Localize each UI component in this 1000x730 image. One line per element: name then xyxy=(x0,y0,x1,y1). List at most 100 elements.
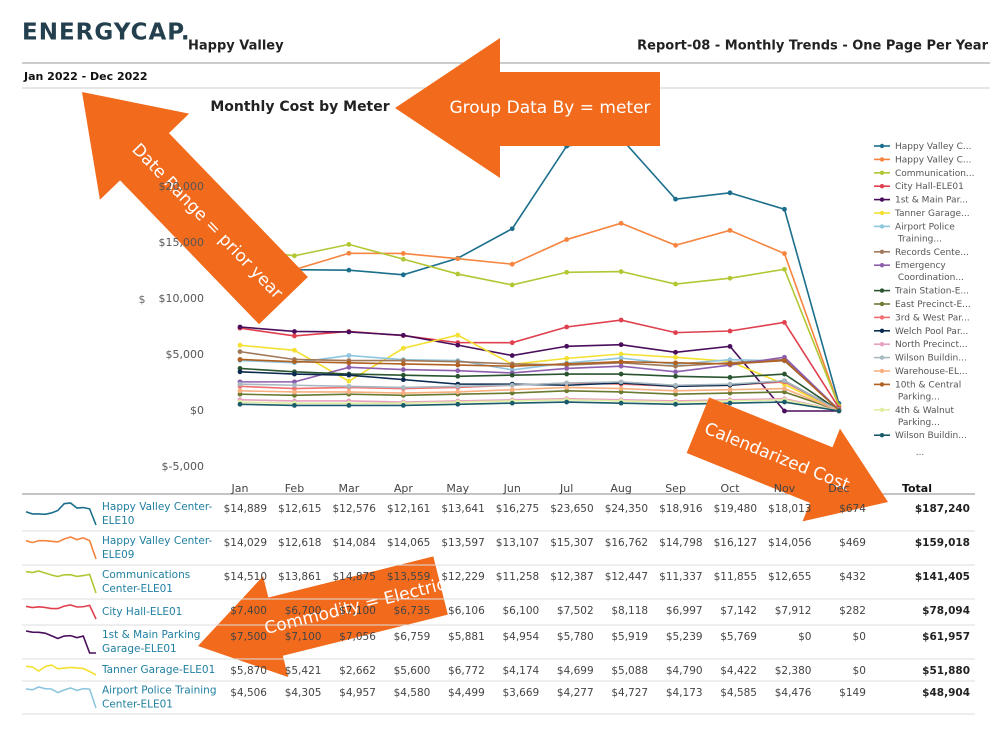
cell: $13,861 xyxy=(278,571,321,583)
point xyxy=(509,387,515,393)
cell: $13,107 xyxy=(496,537,539,549)
point xyxy=(727,375,733,380)
callout-arrow xyxy=(82,92,308,325)
point xyxy=(292,382,297,388)
point xyxy=(509,282,515,288)
point xyxy=(618,400,624,406)
point xyxy=(836,408,842,414)
cell: $4,580 xyxy=(394,687,431,699)
cell: $7,056 xyxy=(339,631,376,643)
point xyxy=(673,391,678,397)
callout-text: Date Range = prior year xyxy=(128,140,287,304)
cell: $12,655 xyxy=(768,571,811,583)
cell: $11,855 xyxy=(714,571,757,583)
point xyxy=(346,353,352,358)
point xyxy=(237,391,243,397)
legend-label: East Precinct-E... xyxy=(895,300,971,310)
point xyxy=(782,358,787,363)
cell: $14,798 xyxy=(659,537,702,549)
annotations: Group Data By = meter Date Range = prior … xyxy=(82,38,888,678)
point xyxy=(673,388,678,394)
point xyxy=(727,387,733,393)
sparkline xyxy=(25,536,97,560)
point xyxy=(618,269,624,274)
point xyxy=(455,271,461,277)
legend-label: North Precinct... xyxy=(895,340,968,350)
cell: $4,727 xyxy=(611,687,648,699)
point xyxy=(346,329,352,335)
cell: $3,669 xyxy=(502,687,539,699)
series-line xyxy=(239,326,839,412)
legend-dot xyxy=(879,301,885,307)
cell: $4,585 xyxy=(720,687,757,699)
cell: $4,699 xyxy=(557,665,594,677)
cell: $12,618 xyxy=(278,537,321,549)
y-tick-label: $15,000 xyxy=(159,236,205,249)
cell: $5,088 xyxy=(611,665,648,677)
chart-title: Monthly Cost by Meter xyxy=(210,99,389,115)
cell: $15,307 xyxy=(550,537,593,549)
point xyxy=(237,401,243,407)
cell: $7,500 xyxy=(230,631,267,643)
point xyxy=(400,390,406,396)
cell: $4,277 xyxy=(557,687,594,699)
cell: $7,100 xyxy=(339,605,376,617)
point xyxy=(782,319,787,325)
point xyxy=(673,369,678,375)
cell: $6,100 xyxy=(502,605,539,617)
sparkline xyxy=(25,664,97,676)
legend-label: Wilson Buildin... xyxy=(895,431,967,441)
point xyxy=(400,272,406,278)
legend-dot xyxy=(879,407,885,412)
total-cell: $51,880 xyxy=(922,665,970,677)
point xyxy=(673,349,678,355)
callout: Group Data By = meter xyxy=(395,38,660,178)
series-line xyxy=(239,358,840,411)
meter-name: Airport Police Training xyxy=(102,685,217,697)
cell: $18,013 xyxy=(768,503,811,515)
meter-name: Happy Valley Center- xyxy=(102,535,213,547)
point xyxy=(455,389,461,395)
meter-name: Center-ELE01 xyxy=(102,583,173,595)
point xyxy=(564,361,570,367)
point xyxy=(292,329,297,334)
x-tick-label: Mar xyxy=(339,482,360,495)
x-tick-label: Dec xyxy=(828,482,849,495)
date-range: Jan 2022 - Dec 2022 xyxy=(23,70,148,83)
plot-area xyxy=(237,135,842,414)
point xyxy=(564,385,570,390)
point xyxy=(782,399,787,405)
meter-name: ELE10 xyxy=(102,515,134,527)
point xyxy=(346,267,352,273)
point xyxy=(400,385,406,390)
legend-dot xyxy=(879,184,885,189)
meter-name: City Hall-ELE01 xyxy=(102,606,182,618)
cell: $8,118 xyxy=(611,605,648,617)
total-cell: $159,018 xyxy=(915,537,970,549)
point xyxy=(509,226,515,232)
total-header: Total xyxy=(902,482,932,495)
point xyxy=(292,347,297,353)
point xyxy=(727,275,733,281)
cell: $4,506 xyxy=(230,687,267,699)
cell: $0 xyxy=(853,631,866,643)
point xyxy=(400,361,406,367)
point xyxy=(673,242,678,248)
x-tick-label: May xyxy=(446,482,469,495)
cell: $469 xyxy=(839,537,866,549)
point xyxy=(782,371,787,377)
point xyxy=(618,220,624,226)
point xyxy=(564,371,570,377)
point xyxy=(292,379,297,385)
series-line xyxy=(239,371,840,412)
point xyxy=(564,343,570,349)
x-tick-label: Sep xyxy=(665,482,686,495)
cell: $6,759 xyxy=(394,631,431,643)
meter-name: ELE09 xyxy=(102,549,134,561)
point xyxy=(400,345,406,351)
callout-arrow xyxy=(686,397,888,522)
meter-name: Happy Valley Center- xyxy=(102,501,213,513)
callout-text: Group Data By = meter xyxy=(449,98,650,118)
point xyxy=(346,383,352,389)
meter-name: 1st & Main Parking xyxy=(102,629,200,641)
